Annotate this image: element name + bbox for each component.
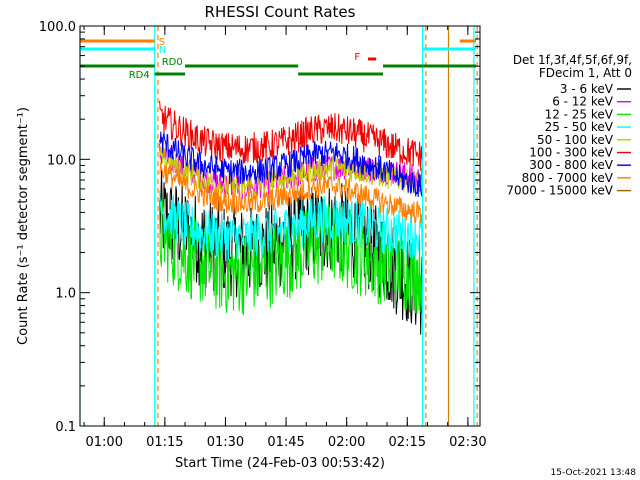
legend-entry-label: 50 - 100 keV — [537, 133, 614, 147]
series-line-2 — [159, 198, 424, 316]
x-tick-label: 01:45 — [267, 435, 304, 450]
legend-header-line1: Det 1f,3f,4f,5f,6f,9f, — [513, 53, 632, 67]
footer-timestamp: 15-Oct-2021 13:48 — [551, 468, 637, 478]
series-line-3 — [159, 190, 424, 262]
y-tick-label: 10.0 — [47, 153, 76, 168]
state-bars-layer: SN F RD0 RD4 — [80, 37, 476, 81]
y-tick-label: 0.1 — [55, 420, 76, 435]
x-tick-label: 02:30 — [449, 435, 486, 450]
state-bar-label-n: N — [159, 45, 166, 56]
x-axis-label: Start Time (24-Feb-03 00:53:42) — [175, 456, 385, 471]
x-tick-label: 01:00 — [86, 435, 123, 450]
legend: Det 1f,3f,4f,5f,6f,9f, FDecim 1, Att 0 3… — [506, 53, 632, 198]
x-tick-label: 02:00 — [328, 435, 365, 450]
legend-entry-label: 7000 - 15000 keV — [506, 184, 613, 198]
y-tick-label: 100.0 — [39, 20, 76, 35]
y-tick-label: 1.0 — [55, 287, 76, 302]
legend-entry-label: 100 - 300 keV — [529, 146, 613, 160]
series-line-5 — [159, 100, 424, 171]
state-bar-label-s: S — [159, 37, 165, 48]
series-line-6 — [159, 131, 424, 198]
vertical-lines-layer — [79, 26, 478, 426]
series-line-7 — [159, 161, 423, 224]
legend-entry-label: 800 - 7000 keV — [522, 171, 614, 185]
legend-entry-label: 3 - 6 keV — [560, 82, 614, 96]
legend-entry-label: 12 - 25 keV — [545, 107, 614, 121]
legend-entry-label: 25 - 50 keV — [545, 120, 614, 134]
x-tick-label: 02:15 — [389, 435, 426, 450]
chart-title: RHESSI Count Rates — [205, 3, 356, 21]
state-bar-label-rd4: RD4 — [129, 70, 150, 81]
x-tick-label: 01:30 — [207, 435, 244, 450]
state-bar-label-f: F — [354, 52, 360, 63]
state-bar-label-rd0: RD0 — [162, 57, 183, 68]
legend-header-line2: FDecim 1, Att 0 — [539, 66, 632, 80]
x-axis: 01:00 01:15 01:30 01:45 02:00 02:15 02:30 — [83, 26, 487, 450]
series-layer — [159, 100, 424, 335]
y-axis-label: Count Rate (s⁻¹ detector segment⁻¹) — [16, 107, 31, 345]
legend-entry-label: 300 - 800 keV — [529, 158, 613, 172]
x-tick-label: 01:15 — [146, 435, 183, 450]
legend-entry-label: 6 - 12 keV — [552, 95, 614, 109]
plot-frame — [79, 25, 481, 427]
y-axis: 100.0 10.0 1.0 0.1 — [39, 20, 480, 435]
